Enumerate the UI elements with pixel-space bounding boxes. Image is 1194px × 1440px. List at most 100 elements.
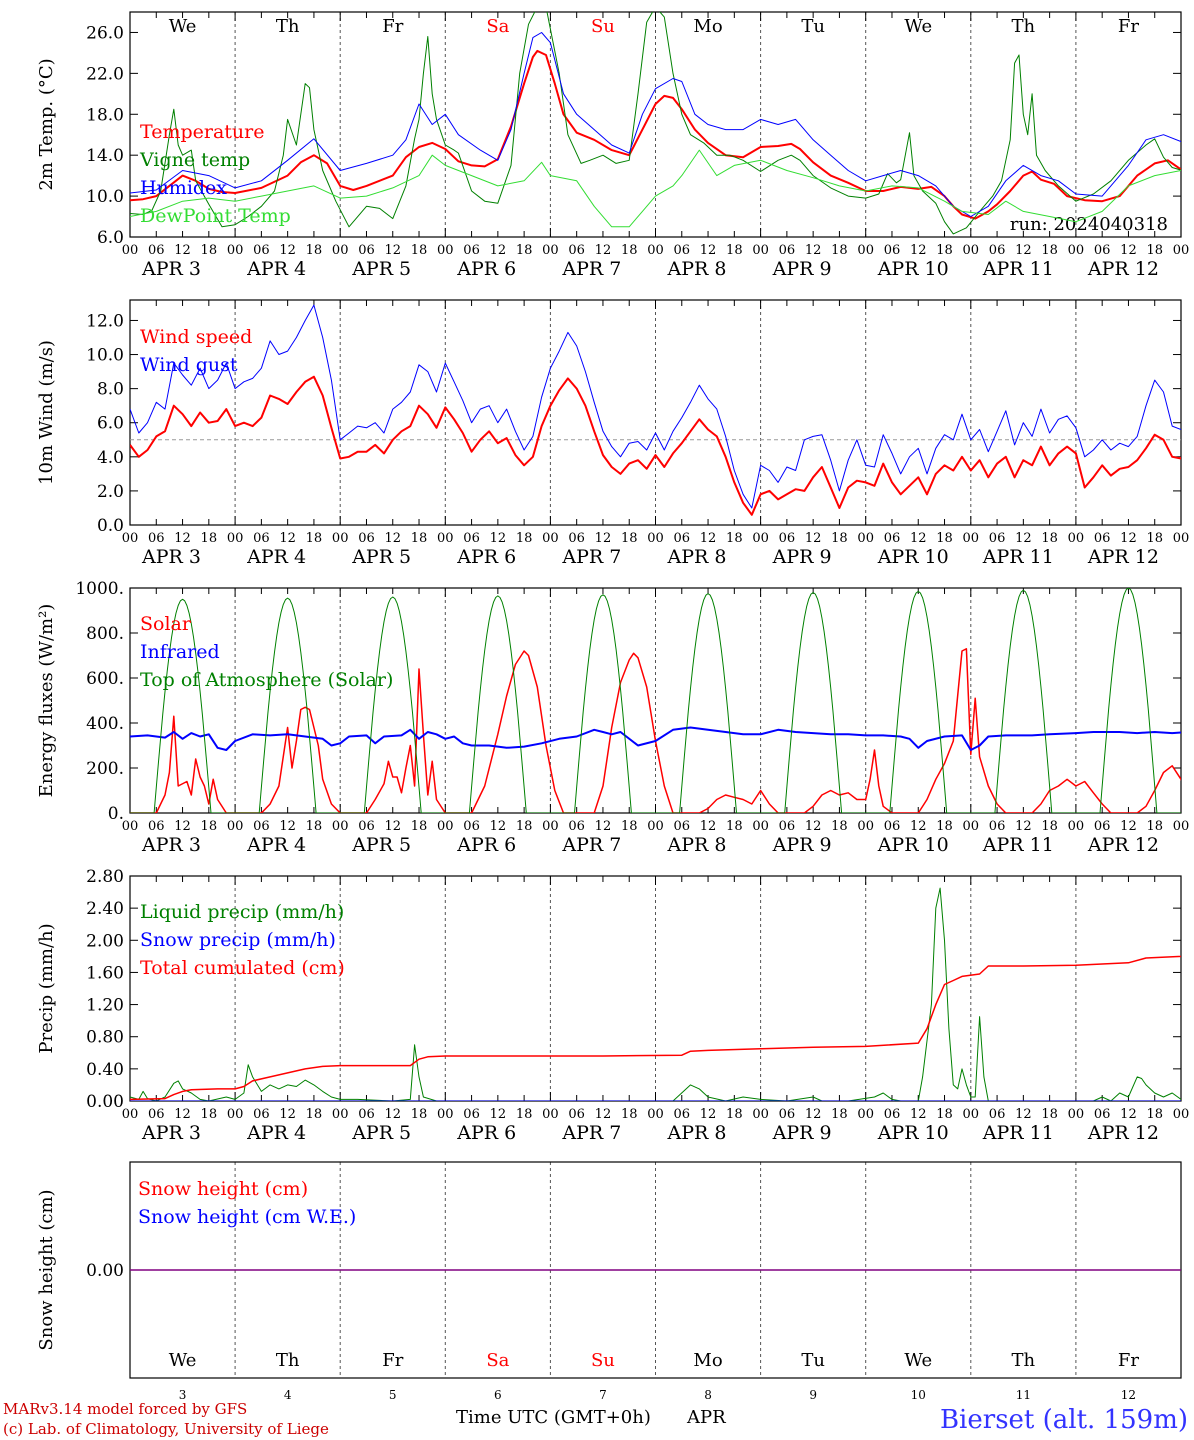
weekday-label: Su <box>591 16 615 37</box>
day-date-label: APR 9 <box>772 258 832 280</box>
x-tick-label: 18 <box>621 1107 638 1122</box>
x-tick-label: 18 <box>516 1107 533 1122</box>
day-date-label: APR 4 <box>246 834 306 856</box>
x-tick-label: 18 <box>936 1107 953 1122</box>
x-tick-label: 18 <box>306 243 323 258</box>
y-tick-label: 6.0 <box>97 414 124 434</box>
x-tick-label: 06 <box>148 243 165 258</box>
x-tick-label: 06 <box>989 819 1006 834</box>
y-tick-label: 6.0 <box>97 228 124 248</box>
weekday-label: Mo <box>693 16 722 37</box>
x-tick-label: 06 <box>463 1107 480 1122</box>
x-tick-label: 00 <box>963 243 980 258</box>
legend-entry: Solar <box>140 613 192 635</box>
x-tick-label: 00 <box>647 819 664 834</box>
x-tick-label: 18 <box>936 819 953 834</box>
series-line-4 <box>130 149 1181 228</box>
x-tick-label: 18 <box>1041 243 1058 258</box>
weekday-label: Th <box>276 1350 300 1371</box>
panel-4: 0.00 0.40 0.80 1.20 1.60 2.00 2.40 2.80 Precip (… <box>36 867 1189 1144</box>
legend-entry: Snow precip (mm/h) <box>140 929 336 951</box>
x-tick-label: 12 <box>700 1107 717 1122</box>
series-line-1 <box>130 375 1181 516</box>
x-tick-label: 00 <box>752 531 769 546</box>
y-tick-label: 800. <box>86 624 124 644</box>
series-line-2 <box>130 726 1181 751</box>
panel-3: 0. 200. 400. 600. 800. 1000. Energy fluxes (W/… <box>36 579 1189 856</box>
x-tick-label: 18 <box>726 1107 743 1122</box>
y-tick-label: 2.0 <box>97 482 124 502</box>
day-date-label: APR 12 <box>1087 258 1159 280</box>
x-tick-label: 18 <box>621 531 638 546</box>
x-tick-label: 06 <box>253 243 270 258</box>
x-tick-label: 06 <box>253 531 270 546</box>
y-tick-label: 26.0 <box>86 23 124 43</box>
x-tick-label: 00 <box>1068 1107 1085 1122</box>
x-tick-label: 06 <box>884 243 901 258</box>
x-tick-label: 12 <box>805 243 822 258</box>
x-tick-label: 00 <box>963 819 980 834</box>
x-tick-label: 12 <box>805 1107 822 1122</box>
y-tick-label: 1.20 <box>86 996 124 1016</box>
x-tick-label: 12 <box>384 531 401 546</box>
x-tick-label: 12 <box>490 819 507 834</box>
day-number-label: 10 <box>911 1388 926 1402</box>
day-date-label: APR 3 <box>141 546 201 568</box>
y-tick-label: 600. <box>86 669 124 689</box>
x-tick-label: 00 <box>752 1107 769 1122</box>
x-tick-label: 06 <box>1094 531 1111 546</box>
y-tick-label: 200. <box>86 759 124 779</box>
x-tick-label: 18 <box>1146 1107 1163 1122</box>
x-tick-label: 12 <box>910 243 927 258</box>
x-tick-label: 18 <box>831 531 848 546</box>
weekday-label: We <box>169 1350 197 1371</box>
x-tick-label: 12 <box>805 819 822 834</box>
x-tick-label: 00 <box>542 819 559 834</box>
x-tick-label: 00 <box>227 243 244 258</box>
series-line-3 <box>130 32 1181 217</box>
y-axis-label: 2m Temp. (°C) <box>36 58 57 190</box>
x-tick-label: 00 <box>227 1107 244 1122</box>
x-tick-label: 18 <box>1041 531 1058 546</box>
day-number-label: 4 <box>284 1388 292 1402</box>
series-line-1 <box>130 648 1181 813</box>
day-number-label: 7 <box>599 1388 607 1402</box>
weekday-label: Fr <box>382 1350 403 1371</box>
x-tick-label: 18 <box>1146 819 1163 834</box>
y-axis-label: 10m Wind (m/s) <box>36 340 57 485</box>
legend-entry: Liquid precip (mm/h) <box>140 901 344 923</box>
x-tick-label: 06 <box>463 819 480 834</box>
x-tick-label: 00 <box>542 531 559 546</box>
x-tick-label: 06 <box>568 243 585 258</box>
day-date-label: APR 7 <box>561 258 621 280</box>
weekday-label: We <box>169 16 197 37</box>
y-tick-label: 2.00 <box>86 931 124 951</box>
day-date-label: APR 9 <box>772 546 832 568</box>
x-tick-label: 18 <box>306 819 323 834</box>
day-number-label: 3 <box>179 1388 187 1402</box>
x-tick-label: 00 <box>332 819 349 834</box>
x-tick-label: 12 <box>910 819 927 834</box>
day-date-label: APR 6 <box>456 546 516 568</box>
x-tick-label: 18 <box>726 243 743 258</box>
x-tick-label: 00 <box>752 243 769 258</box>
x-tick-label: 06 <box>568 1107 585 1122</box>
x-tick-label: 06 <box>253 819 270 834</box>
y-tick-label: 2.80 <box>86 867 124 887</box>
x-tick-label: 06 <box>358 1107 375 1122</box>
x-tick-label: 12 <box>174 1107 191 1122</box>
x-tick-label: 00 <box>647 1107 664 1122</box>
x-tick-label: 06 <box>463 243 480 258</box>
x-tick-label: 12 <box>490 243 507 258</box>
x-tick-label: 00 <box>437 1107 454 1122</box>
x-tick-label: 00 <box>227 819 244 834</box>
x-tick-label: 06 <box>674 243 691 258</box>
x-tick-label: 18 <box>621 243 638 258</box>
x-tick-label: 00 <box>857 243 874 258</box>
x-tick-label: 06 <box>779 243 796 258</box>
day-date-label: APR 9 <box>772 834 832 856</box>
y-tick-label: 22.0 <box>86 64 124 84</box>
x-tick-label: 18 <box>1041 1107 1058 1122</box>
x-tick-label: 12 <box>1015 1107 1032 1122</box>
x-tick-label: 06 <box>1094 1107 1111 1122</box>
